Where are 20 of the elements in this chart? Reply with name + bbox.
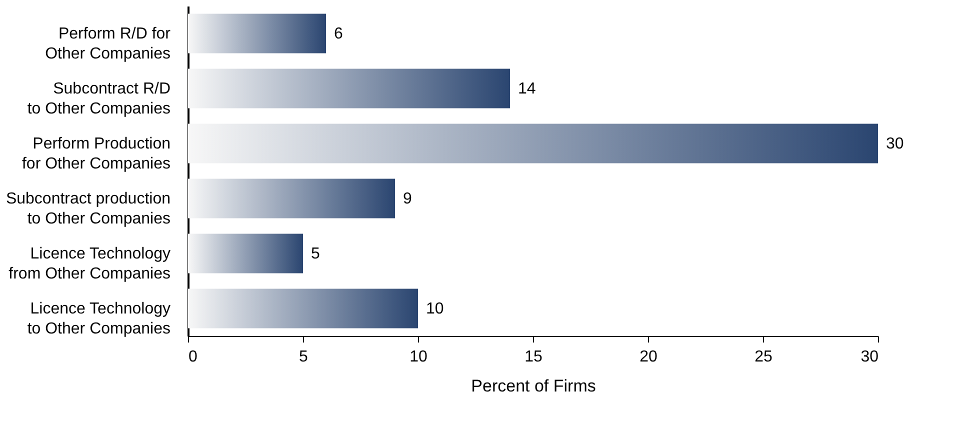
- x-tick-label: 20: [640, 348, 658, 366]
- x-tick-label: 5: [299, 348, 308, 366]
- y-tick-label: Licence Technology to Other Companies: [27, 300, 170, 338]
- x-tick-label: 0: [188, 348, 198, 366]
- x-axis-title: Percent of Firms: [471, 376, 596, 396]
- data-label: 9: [403, 190, 412, 208]
- y-tick-label: Licence Technology from Other Companies: [8, 246, 170, 282]
- data-label: 14: [518, 80, 536, 98]
- x-tick-label: 25: [754, 348, 772, 366]
- data-label: 30: [886, 136, 904, 152]
- y-tick-label: Perform Production for Other Companies: [22, 136, 170, 172]
- data-label: 6: [334, 26, 343, 42]
- x-tick-label: 10: [410, 348, 428, 366]
- y-tick-label: Perform R/D for Other Companies: [45, 26, 172, 62]
- y-tick-label: Subcontract production to Other Companies: [6, 190, 170, 228]
- data-label: 5: [311, 246, 320, 262]
- x-tick-label: 30: [860, 348, 879, 366]
- data-label: 10: [426, 300, 444, 318]
- y-tick-label: Subcontract R/D to Other Companies: [27, 80, 170, 118]
- x-tick-label: 15: [524, 348, 542, 366]
